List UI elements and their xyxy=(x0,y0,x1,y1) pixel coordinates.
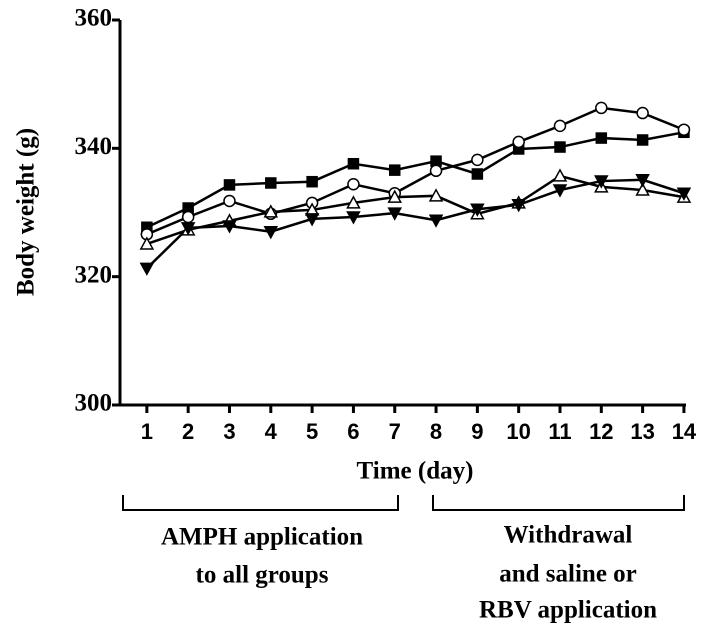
y-tick-label: 340 xyxy=(75,133,113,160)
series-line xyxy=(146,174,685,246)
x-tick-label: 11 xyxy=(548,419,571,444)
marker xyxy=(222,220,237,234)
series-line xyxy=(146,131,685,229)
marker xyxy=(388,164,401,176)
marker xyxy=(676,187,692,201)
marker xyxy=(263,226,279,240)
marker xyxy=(635,182,650,196)
marker xyxy=(471,153,484,167)
marker xyxy=(595,101,608,115)
marker xyxy=(347,178,360,191)
x-tick-label: 3 xyxy=(223,419,235,444)
marker xyxy=(306,175,318,188)
y-axis-label: Body weight (g) xyxy=(13,128,40,296)
marker xyxy=(595,132,608,144)
marker xyxy=(635,174,650,188)
x-tick-label: 7 xyxy=(389,419,401,444)
marker xyxy=(346,211,361,225)
marker xyxy=(180,222,196,236)
marker xyxy=(263,204,279,218)
x-tick-label: 8 xyxy=(430,419,442,444)
x-tick-label: 5 xyxy=(306,419,318,444)
marker xyxy=(428,188,444,202)
marker xyxy=(387,207,403,221)
marker xyxy=(347,157,360,170)
bracket xyxy=(122,495,399,511)
y-tick-label: 300 xyxy=(75,390,113,417)
marker xyxy=(677,123,691,136)
bracket xyxy=(432,495,685,511)
marker xyxy=(636,106,649,120)
marker xyxy=(181,210,195,224)
x-tick-label: 1 xyxy=(141,419,153,444)
series-line xyxy=(145,178,685,270)
marker xyxy=(139,262,155,276)
annotation: to all groups xyxy=(196,562,329,589)
marker xyxy=(554,141,566,153)
marker xyxy=(552,168,568,182)
marker xyxy=(512,135,525,149)
marker xyxy=(636,134,649,146)
x-tick-label: 6 xyxy=(347,419,359,444)
annotation: AMPH application xyxy=(161,524,363,551)
marker xyxy=(223,194,236,208)
marker xyxy=(265,177,277,189)
marker xyxy=(429,164,443,178)
marker xyxy=(304,213,320,227)
marker xyxy=(471,168,484,180)
x-tick-label: 4 xyxy=(265,419,278,444)
x-tick-label: 10 xyxy=(506,419,530,444)
marker xyxy=(387,189,403,203)
marker xyxy=(346,195,361,209)
marker xyxy=(511,199,526,213)
x-tick-label: 2 xyxy=(182,419,194,444)
marker xyxy=(428,214,444,228)
marker xyxy=(553,119,567,133)
annotation: and saline or xyxy=(499,561,637,588)
x-axis-label: Time (day) xyxy=(357,458,474,485)
y-tick-label: 320 xyxy=(75,261,113,288)
series-line xyxy=(146,106,685,236)
marker xyxy=(139,236,155,250)
x-tick-label: 12 xyxy=(589,419,613,444)
annotation: RBV application xyxy=(479,597,657,624)
x-tick-label: 14 xyxy=(672,419,697,444)
marker xyxy=(552,184,568,198)
marker xyxy=(594,175,609,189)
annotation: Withdrawal xyxy=(504,522,633,549)
marker xyxy=(223,179,236,191)
x-tick-label: 9 xyxy=(471,419,483,444)
marker xyxy=(470,203,485,217)
x-tick-label: 13 xyxy=(630,419,654,444)
y-tick-label: 360 xyxy=(75,5,113,32)
